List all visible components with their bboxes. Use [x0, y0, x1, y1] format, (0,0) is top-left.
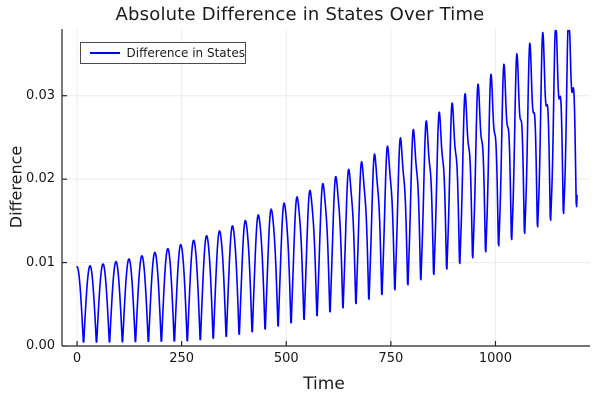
- difference-series-line: [76, 29, 578, 343]
- y-tick-label: 0.01: [26, 254, 55, 270]
- x-tick-label: 1000: [478, 351, 512, 366]
- x-axis-label: Time: [303, 374, 345, 394]
- y-tick-label: 0.00: [26, 338, 55, 353]
- axis-spines: [61, 29, 590, 347]
- tick-marks: [62, 95, 497, 347]
- y-tick-label: 0.03: [26, 87, 55, 103]
- x-tick-label: 250: [169, 351, 195, 366]
- x-tick-label: 0: [72, 351, 82, 366]
- chart-title: Absolute Difference in States Over Time: [115, 4, 485, 25]
- legend: Difference in States: [80, 42, 246, 64]
- y-axis-label: Difference: [6, 145, 26, 229]
- y-tick-label: 0.02: [26, 171, 55, 187]
- legend-label: Difference in States: [126, 46, 245, 60]
- legend-line-swatch: [90, 52, 120, 54]
- x-tick-label: 500: [273, 351, 299, 366]
- x-tick-label: 750: [378, 351, 404, 366]
